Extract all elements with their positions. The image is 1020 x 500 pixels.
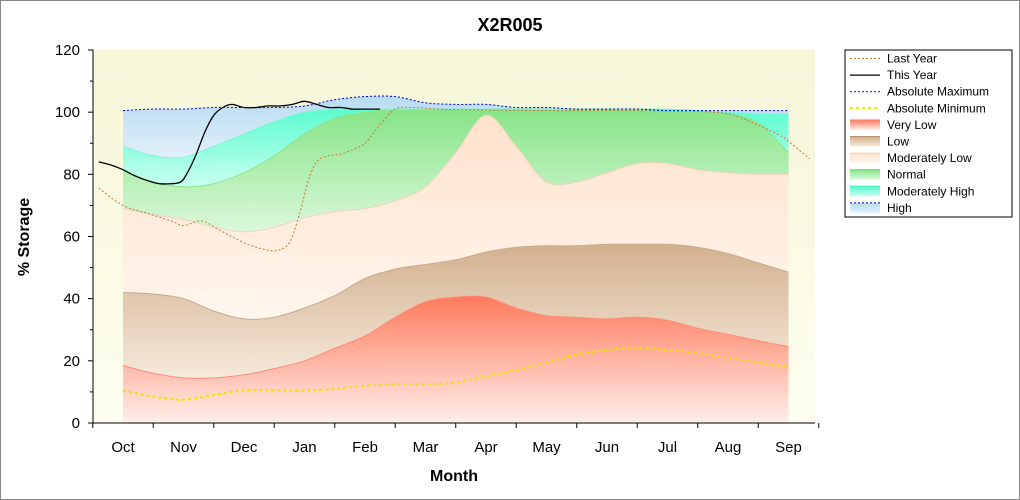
x-tick-label: Aug bbox=[715, 439, 742, 456]
x-tick-label: Dec bbox=[231, 439, 258, 456]
y-ticks: 0 20 40 60 80 100 120 bbox=[55, 42, 93, 432]
x-tick-label: Mar bbox=[413, 439, 439, 456]
y-tick-label: 0 bbox=[72, 415, 80, 432]
x-tick-label: Sep bbox=[775, 439, 802, 456]
y-tick-label: 100 bbox=[55, 104, 80, 121]
boundary-moderately-high bbox=[122, 108, 789, 159]
x-tick-label: May bbox=[532, 439, 561, 456]
legend-label-moderately-high: Moderately High bbox=[887, 184, 974, 198]
legend-label-high: High bbox=[887, 201, 912, 215]
x-axis-title: Month bbox=[430, 468, 478, 485]
y-tick-label: 60 bbox=[63, 229, 80, 246]
x-tick-label: Oct bbox=[111, 439, 135, 456]
x-tick-label: Apr bbox=[474, 439, 497, 456]
legend-label-absolute-minimum: Absolute Minimum bbox=[887, 101, 986, 115]
x-tick-label: Nov bbox=[170, 439, 197, 456]
band-normal bbox=[123, 108, 789, 232]
legend-swatch-very-low bbox=[850, 119, 880, 130]
legend: Last Year This Year Absolute Maximum Absolu… bbox=[844, 49, 1013, 218]
legend-label-last-year: Last Year bbox=[887, 52, 937, 66]
legend-swatch-normal bbox=[850, 169, 880, 180]
x-tick-label: Feb bbox=[352, 439, 378, 456]
x-tick-label: Jan bbox=[292, 439, 316, 456]
chart-title: X2R005 bbox=[477, 15, 542, 35]
legend-label-very-low: Very Low bbox=[887, 118, 937, 132]
x-tick-label: Jul bbox=[658, 439, 677, 456]
boundary-moderately-low bbox=[122, 114, 789, 233]
legend-swatch-moderately-high bbox=[850, 186, 880, 197]
legend-label-low: Low bbox=[887, 135, 909, 149]
legend-swatch-high bbox=[850, 202, 880, 213]
y-tick-label: 20 bbox=[63, 353, 80, 370]
y-axis-title: % Storage bbox=[16, 198, 33, 276]
legend-swatch-low bbox=[850, 136, 880, 147]
band-moderately-high bbox=[123, 108, 789, 187]
y-tick-label: 40 bbox=[63, 291, 80, 308]
boundary-low bbox=[122, 243, 789, 320]
band-high bbox=[123, 96, 789, 158]
legend-items: Last Year This Year Absolute Maximum Absolu… bbox=[850, 52, 989, 215]
band-moderately-low bbox=[123, 115, 789, 320]
band-low bbox=[123, 244, 789, 379]
legend-label-normal: Normal bbox=[887, 168, 926, 182]
legend-label-absolute-maximum: Absolute Maximum bbox=[887, 85, 989, 99]
band-very-low bbox=[123, 296, 789, 423]
legend-label-moderately-low: Moderately Low bbox=[887, 151, 972, 165]
x-tick-label: Jun bbox=[595, 439, 619, 456]
y-tick-label: 80 bbox=[63, 166, 80, 183]
bands-layer bbox=[122, 96, 789, 423]
legend-label-this-year: This Year bbox=[887, 68, 937, 82]
x-ticks: Oct Nov Dec Jan Feb Mar Apr May Jun Jul Aug Sep bbox=[92, 423, 820, 456]
series-absolute-minimum bbox=[122, 347, 789, 401]
series-last-year bbox=[98, 106, 811, 252]
y-tick-label: 120 bbox=[55, 42, 80, 59]
boundary-very-low bbox=[122, 295, 789, 379]
series-this-year bbox=[98, 100, 381, 185]
lines-layer bbox=[98, 95, 811, 401]
legend-swatch-moderately-low bbox=[850, 153, 880, 164]
series-absolute-maximum bbox=[122, 95, 789, 112]
